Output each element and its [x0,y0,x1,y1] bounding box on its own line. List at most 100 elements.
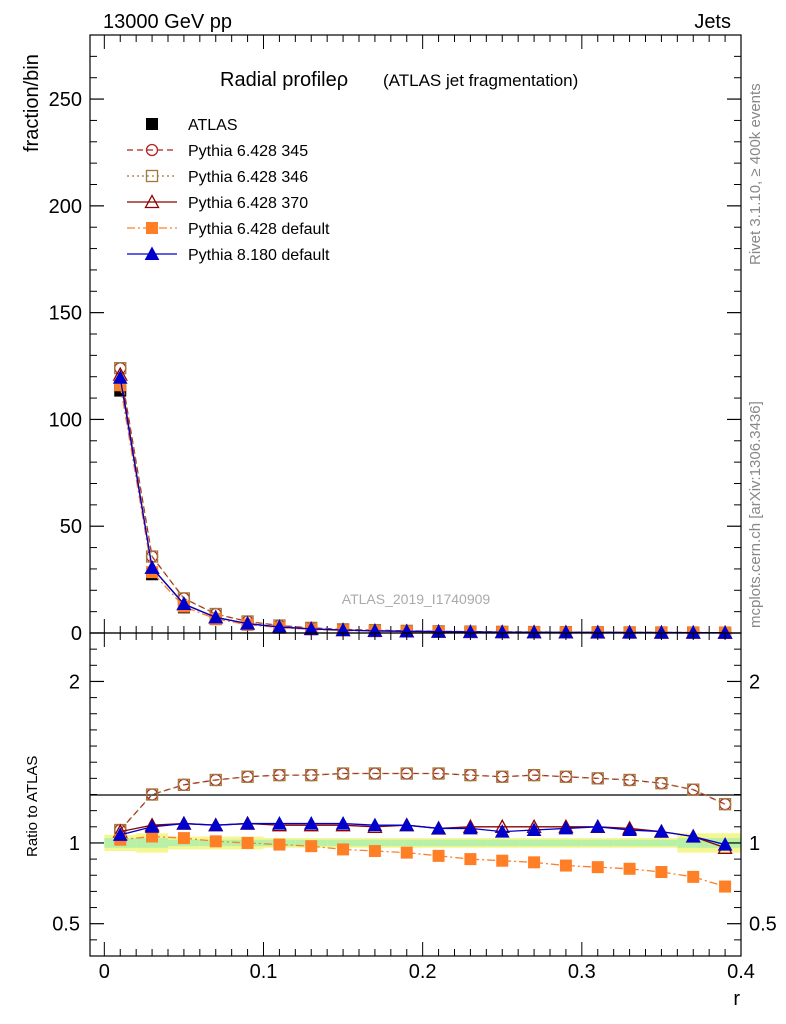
ratio-data-point [655,866,668,879]
main-y-tick-label: 0 [71,623,82,645]
main-y-tick-label: 50 [60,516,82,538]
ratio-data-point [209,835,222,848]
ratio-data-point [305,840,318,853]
ratio-data-point [622,822,637,837]
watermark-label: ATLAS_2019_I1740909 [342,591,491,607]
ratio-data-point [591,861,604,874]
ratio-data-point [496,770,509,783]
ratio-data-point [463,820,478,835]
band-inner-segment [136,838,168,848]
ratio-data-point [144,819,160,833]
ratio-data-point [399,817,415,832]
band-inner-segment [486,839,519,847]
band-inner-segment [422,839,455,847]
ratio-y-tick-label: 0.5 [52,914,80,936]
legend: ATLAS Pythia 6.428 345 Pythia 6.428 346 Pyt… [127,117,330,264]
band-inner-segment [454,839,487,847]
main-data-point [240,616,255,630]
ratio-data-point [432,849,445,862]
ratio-data-point [303,816,319,830]
ratio-data-point [590,819,606,833]
ratio-data-point [336,767,350,780]
ratio-axis-ticks: 0.5 0.5 1 1 2 2 0 0.1 0.2 0.3 0.4 [52,633,777,983]
ratio-series-1 [114,767,732,837]
legend-entry-5: Pythia 8.180 default [127,246,330,264]
band-inner-segment [645,839,678,847]
ratio-y-tick-label-right: 1 [749,833,760,855]
legend-entry-3: Pythia 6.428 370 [127,194,308,212]
ratio-data-point [558,820,574,835]
ratio-data-point [654,824,669,838]
legend-marker [145,169,159,183]
mcplots-label: mcplots.cern.ch [arXiv:1306.3436] [747,401,764,628]
ratio-data-point [719,880,732,893]
x-axis-label: r [733,988,740,1010]
band-inner-segment [613,839,646,847]
ratio-data-point [400,767,413,780]
band-inner-segment [390,839,423,847]
ratio-y-tick-label: 1 [69,833,80,855]
band-inner-segment [518,839,550,847]
ratio-data-point [464,853,477,866]
band-inner-segment [677,838,710,848]
ratio-data-point [273,768,286,782]
main-data-point [112,370,128,384]
main-subtitle: (ATLAS jet fragmentation) [383,71,578,90]
ratio-data-point [145,788,159,801]
legend-label: Pythia 6.428 default [188,221,330,238]
ratio-data-point [559,859,572,872]
ratio-data-point [527,768,541,782]
ratio-series-0 [114,767,732,837]
band-inner-segment [358,839,391,847]
legend-marker [146,118,158,130]
ratio-y-axis-label: Ratio to ATLAS [24,756,41,857]
ratio-data-point [717,837,733,851]
ratio-data-point [176,816,192,830]
ratio-data-point [623,862,636,875]
main-panel: Radial profileρ (ATLAS jet fragmentation… [21,34,742,645]
x-tick-label: 0 [99,961,110,983]
main-data-point [176,596,192,610]
ratio-frame [89,632,742,957]
ratio-data-point [240,816,255,830]
ratio-data-point [718,798,732,811]
ratio-data-point [335,816,351,830]
header-process-label: Jets [694,11,731,33]
ratio-panel: 0.5 0.5 1 1 2 2 0 0.1 0.2 0.3 0.4 Ratio to ATLAS r [24,632,777,1010]
band-inner-segment [327,839,359,847]
ratio-data-point [687,870,700,883]
rivet-version-label: Rivet 3.1.10, ≥ 400k events [747,83,764,265]
ratio-data-point [494,824,510,838]
main-y-tick-label: 150 [49,303,82,325]
x-tick-label: 0.1 [250,961,278,983]
legend-marker [144,194,160,209]
ratio-y-tick-label: 2 [69,671,80,693]
legend-marker [145,143,159,157]
header-energy-label: 13000 GeV pp [103,11,232,33]
ratio-data-point [367,817,383,832]
main-y-tick-label: 100 [49,409,82,431]
band-inner-segment [581,839,614,847]
legend-label: Pythia 6.428 345 [188,143,308,160]
ratio-data-point [177,832,190,845]
legend-entry-2: Pythia 6.428 346 [127,169,308,186]
ratio-data-point [432,767,445,780]
ratio-data-point [591,772,604,785]
ratio-data-point [431,820,446,835]
ratio-data-point [526,822,542,837]
ratio-data-point [623,773,636,787]
main-y-tick-label: 250 [49,89,82,111]
x-tick-label: 0.2 [409,961,437,983]
ratio-data-point [273,838,286,851]
legend-entry-4: Pythia 6.428 default [127,221,330,238]
ratio-uncertainty-band [104,833,741,853]
ratio-data-point [305,768,318,782]
ratio-data-point [559,770,573,783]
ratio-data-point [177,778,191,791]
ratio-data-point [368,767,382,780]
ratio-data-point [272,816,287,830]
ratio-series-4 [112,816,733,851]
ratio-data-point [241,836,254,849]
main-title: Radial profileρ [220,69,348,91]
legend-entry-1: Pythia 6.428 345 [127,143,308,160]
